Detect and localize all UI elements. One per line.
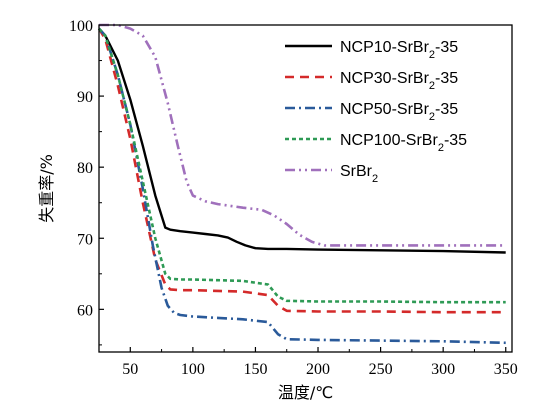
legend-label-3: NCP50-SrBr2-35 bbox=[340, 101, 458, 123]
tick-labels: 50 100 150 200 250 300 350 60 70 80 90 100 bbox=[69, 18, 518, 378]
series-line-1 bbox=[98, 27, 506, 254]
series-lines bbox=[97, 23, 506, 345]
legend-label-4: NCP100-SrBr2-35 bbox=[340, 132, 467, 154]
x-tick-label: 250 bbox=[369, 361, 393, 378]
x-tick-label: 300 bbox=[431, 361, 455, 378]
x-tick-label: 200 bbox=[306, 361, 330, 378]
series-line-5 bbox=[99, 23, 506, 247]
plot-frame bbox=[98, 24, 513, 353]
y-tick-label: 90 bbox=[77, 89, 93, 106]
legend-label-1: NCP10-SrBr2-35 bbox=[340, 39, 458, 61]
legend: NCP10-SrBr2-35 NCP30-SrBr2-35 NCP50-SrBr2-… bbox=[285, 39, 467, 185]
x-axis-label: 温度/℃ bbox=[278, 383, 333, 402]
y-tick-label: 70 bbox=[77, 231, 93, 248]
x-tick-label: 350 bbox=[494, 361, 518, 378]
y-axis-label: 失重率/% bbox=[37, 154, 56, 223]
series-line-4 bbox=[98, 27, 506, 304]
series-line-3 bbox=[98, 27, 506, 345]
x-tick-label: 150 bbox=[243, 361, 267, 378]
y-tick-label: 60 bbox=[77, 302, 93, 319]
x-tick-label: 100 bbox=[181, 361, 205, 378]
series-line-2 bbox=[97, 27, 506, 314]
x-tick-label: 50 bbox=[122, 361, 138, 378]
y-tick-label: 80 bbox=[77, 160, 93, 177]
y-tick-label: 100 bbox=[69, 18, 93, 35]
legend-label-5: SrBr2 bbox=[340, 163, 378, 185]
legend-label-2: NCP30-SrBr2-35 bbox=[340, 70, 458, 92]
